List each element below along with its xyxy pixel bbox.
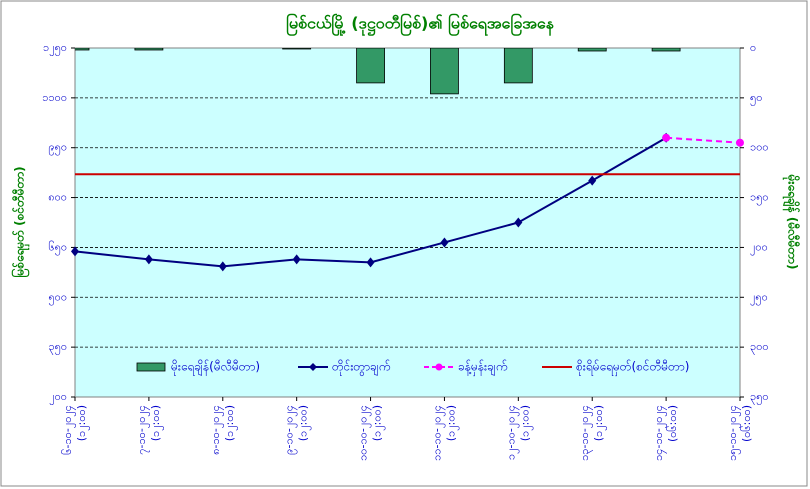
x-tick-label: ၆-၁၀-၂၀၂၄(၁၂:၀၀) bbox=[61, 405, 90, 455]
bar bbox=[651, 48, 681, 52]
x-tick-label: ၁၁-၁၀-၂၀၂၄(၁၂:၀၀) bbox=[430, 405, 459, 461]
line bbox=[666, 136, 741, 144]
y-tick-label: ၁၁၀၀ bbox=[42, 91, 67, 104]
point bbox=[514, 217, 523, 228]
legend-marker bbox=[309, 363, 317, 371]
bar bbox=[134, 48, 164, 51]
x-tick-label: ၁၄-၁၀-၂၀၂၄(၀၆:၀၀) bbox=[652, 405, 679, 461]
y2-tick-label: ၅၀ bbox=[750, 91, 762, 106]
y-axis-label: မြစ်ရေမှတ် (စင်တီမီတာ) bbox=[10, 166, 31, 277]
y-tick-label: ၉၅၀ bbox=[48, 141, 67, 156]
x-tick-label: ၁၀-၁၀-၂၀၂၄(၁၂:၀၀) bbox=[357, 405, 386, 461]
y2-tick-label: ၀ bbox=[750, 41, 756, 54]
point bbox=[292, 254, 301, 265]
x-tick-label: ၈-၁၀-၂၀၂၄(၁၂:၀၀) bbox=[209, 405, 238, 455]
bar bbox=[75, 48, 90, 51]
point bbox=[736, 138, 744, 147]
x-tick-label: ၇-၁၀-၂၀၂၄(၁၂:၀၀) bbox=[135, 405, 164, 455]
y-tick-label: ၂၀၀ bbox=[49, 390, 67, 405]
plot-area bbox=[74, 47, 741, 398]
legend-label: တိုင်းတွာချက် bbox=[332, 359, 390, 377]
bar bbox=[577, 48, 607, 52]
point bbox=[218, 261, 227, 272]
y2-axis-label: မိုးရေချိန် (မီလီမီတာ) bbox=[782, 174, 802, 270]
point bbox=[144, 254, 153, 265]
point bbox=[366, 257, 375, 268]
legend-label: ခန့်မှန်းချက် bbox=[458, 359, 507, 377]
legend-swatch bbox=[136, 362, 166, 372]
bar bbox=[282, 48, 312, 50]
x-tick-label: ၁၃-၁၀-၂၀၂၄(၁၂:၀၀) bbox=[578, 405, 607, 461]
y2-tick-label: ၂၅၀ bbox=[750, 290, 768, 305]
bar bbox=[430, 48, 459, 95]
y-tick-label: ၃၅၀ bbox=[48, 340, 67, 355]
point bbox=[588, 175, 597, 186]
y-tick-label: ၆၅၀ bbox=[48, 240, 67, 255]
y-tick-label: ၈၀၀ bbox=[48, 191, 67, 204]
y2-tick-label: ၁၀၀ bbox=[750, 141, 769, 154]
bar bbox=[356, 48, 385, 84]
y-tick-label: ၅၀၀ bbox=[48, 290, 67, 305]
y2-tick-label: ၂၀၀ bbox=[750, 240, 768, 255]
point bbox=[440, 237, 449, 248]
legend-label: မိုးရေချိန်(မီလီမီတာ) bbox=[171, 359, 260, 377]
point bbox=[71, 246, 79, 257]
y2-tick-label: ၃၅၀ bbox=[750, 390, 769, 405]
y2-tick-label: ၁၅၀ bbox=[750, 191, 769, 206]
legend-label: စိုးရိမ်ရေမှတ်(စင်တီမီတာ) bbox=[576, 359, 689, 377]
y-tick-label: ၁၂၅၀ bbox=[43, 41, 67, 56]
x-tick-label: ၁၅-၁၀-၂၀၂၄(၀၆:၀၀) bbox=[726, 405, 753, 461]
x-tick-label: ၉-၁၀-၂၀၂၄(၁၂:၀၀) bbox=[283, 405, 312, 455]
legend-marker bbox=[435, 363, 443, 371]
y2-tick-label: ၃၀၀ bbox=[750, 340, 769, 355]
point bbox=[662, 133, 671, 142]
x-tick-label: ၁၂-၁၀-၂၀၂၄(၁၂:၀၀) bbox=[504, 405, 533, 460]
bar bbox=[503, 48, 533, 84]
